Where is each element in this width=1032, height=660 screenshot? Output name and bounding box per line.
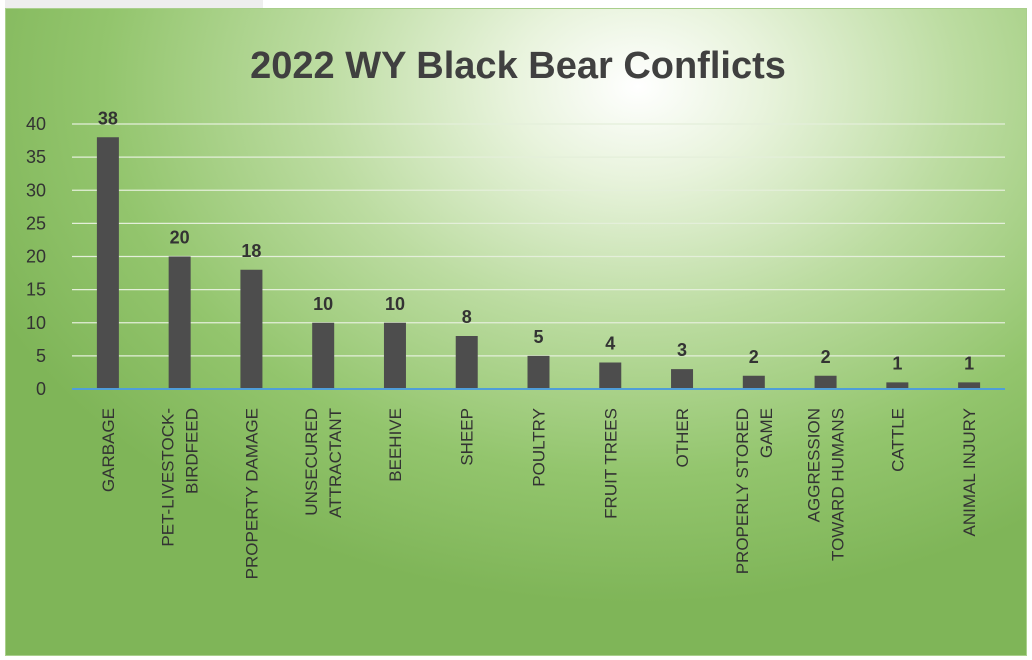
data-label: 10 xyxy=(385,294,405,314)
data-label: 20 xyxy=(170,228,190,248)
y-axis-ticks: 0 5 10 15 20 25 30 35 40 xyxy=(26,114,46,399)
data-label: 4 xyxy=(605,334,615,354)
x-tick-label: FRUIT TREES xyxy=(601,408,620,519)
bar xyxy=(383,322,406,389)
data-label: 1 xyxy=(964,353,974,373)
data-labels: 38 20 18 10 10 8 5 4 3 2 2 1 1 xyxy=(98,108,974,373)
bar xyxy=(599,362,622,389)
bar xyxy=(671,369,694,389)
bar xyxy=(527,355,550,389)
data-label: 8 xyxy=(462,307,472,327)
x-tick-label: SHEEP xyxy=(458,408,477,466)
x-tick-label: PET-LIVESTOCK- xyxy=(159,408,178,547)
x-tick-label: BEEHIVE xyxy=(386,408,405,482)
x-tick-label: POULTRY xyxy=(530,408,549,487)
data-label: 3 xyxy=(677,340,687,360)
bar xyxy=(96,137,119,389)
chart-title: 2022 WY Black Bear Conflicts xyxy=(250,45,786,87)
x-tick-label: PROPERLY STORED xyxy=(733,408,752,574)
data-label: 18 xyxy=(241,241,261,261)
data-label: 5 xyxy=(533,327,543,347)
bar xyxy=(814,375,837,389)
x-tick-label: BIRDFEED xyxy=(183,408,202,494)
x-tick-label: GAME xyxy=(757,408,776,458)
bar xyxy=(742,375,765,389)
bar xyxy=(958,382,981,389)
x-tick-label: TOWARD HUMANS xyxy=(829,408,848,561)
y-tick-label: 35 xyxy=(26,147,46,167)
x-tick-label: UNSECURED xyxy=(302,408,321,516)
y-tick-label: 25 xyxy=(26,213,46,233)
x-axis-ticks: GARBAGE PET-LIVESTOCK- BIRDFEED PROPERTY DA… xyxy=(99,408,979,579)
y-tick-label: 0 xyxy=(36,379,46,399)
y-tick-label: 10 xyxy=(26,313,46,333)
data-label: 10 xyxy=(313,294,333,314)
data-label: 38 xyxy=(98,108,118,128)
x-tick-label: AGGRESSION xyxy=(805,408,824,522)
x-tick-label: OTHER xyxy=(673,408,692,468)
gridlines xyxy=(72,123,1005,357)
x-tick-label: PROPERTY DAMAGE xyxy=(242,408,261,579)
data-label: 1 xyxy=(892,353,902,373)
x-tick-label: ANIMAL INJURY xyxy=(960,408,979,536)
y-tick-label: 40 xyxy=(26,114,46,134)
y-tick-label: 20 xyxy=(26,247,46,267)
y-tick-label: 5 xyxy=(36,346,46,366)
bar xyxy=(312,322,335,389)
bar xyxy=(886,382,909,389)
bar xyxy=(240,269,263,389)
y-tick-label: 30 xyxy=(26,180,46,200)
data-label: 2 xyxy=(749,347,759,367)
data-label: 2 xyxy=(821,347,831,367)
x-tick-label: ATTRACTANT xyxy=(326,408,345,518)
y-tick-label: 15 xyxy=(26,280,46,300)
bar xyxy=(455,336,478,389)
bars xyxy=(96,137,981,389)
x-tick-label: GARBAGE xyxy=(99,408,118,492)
bar xyxy=(168,256,191,389)
x-tick-label: CATTLE xyxy=(888,408,907,472)
